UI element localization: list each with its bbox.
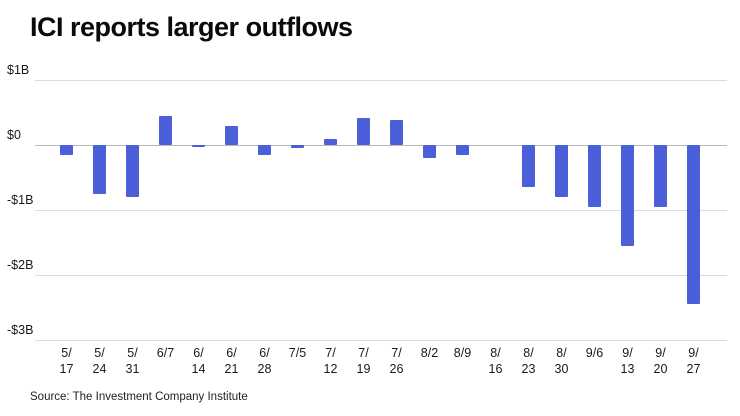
gridline — [35, 275, 727, 276]
x-axis: 5/ 17 5/ 24 5/ 31 6/7 6/ 14 6/ 21 6/ 28 7/5 7/ 1… — [0, 346, 740, 380]
bar-9/13 — [621, 145, 634, 246]
x-tick-label: 9/6 — [585, 346, 604, 360]
x-tick-label: 7/ 19 — [356, 346, 371, 376]
y-tick-label: -$2B — [7, 258, 34, 272]
x-tick-label: 8/ 16 — [488, 346, 503, 376]
x-tick-label: 6/7 — [156, 346, 175, 360]
bar-7/5 — [291, 145, 304, 148]
bar-8/2 — [423, 145, 436, 158]
bar-8/9 — [456, 145, 469, 155]
x-tick-label: 5/ 24 — [92, 346, 107, 376]
x-tick-label: 8/2 — [420, 346, 439, 360]
x-tick-label: 8/9 — [453, 346, 472, 360]
y-tick-label: $0 — [7, 128, 21, 142]
x-tick-label: 9/ 13 — [620, 346, 635, 376]
bar-5/17 — [60, 145, 73, 155]
bar-9/6 — [588, 145, 601, 207]
y-tick-label: -$3B — [7, 323, 34, 337]
y-tick-label: -$1B — [7, 193, 34, 207]
bar-7/26 — [390, 120, 403, 145]
gridline — [35, 340, 727, 341]
bar-7/19 — [357, 117, 370, 145]
bar-9/27 — [687, 145, 700, 305]
bar-9/20 — [654, 145, 667, 207]
plot-area: $1B $0 -$1B -$2B -$3B — [0, 63, 740, 341]
bar-5/24 — [93, 145, 106, 194]
x-tick-label: 8/ 30 — [554, 346, 569, 376]
x-tick-label: 9/ 20 — [653, 346, 668, 376]
zero-gridline — [35, 145, 727, 146]
gridline — [35, 80, 727, 81]
chart-title: ICI reports larger outflows — [30, 12, 353, 42]
bar-6/7 — [159, 115, 172, 145]
x-tick-label: 7/ 26 — [389, 346, 404, 376]
bar-6/28 — [258, 145, 271, 155]
x-tick-label: 6/ 21 — [224, 346, 239, 376]
bar-6/14 — [192, 145, 205, 147]
x-tick-label: 6/ 14 — [191, 346, 206, 376]
bar-7/12 — [324, 138, 337, 145]
x-tick-label: 8/ 23 — [521, 346, 536, 376]
x-tick-label: 9/ 27 — [686, 346, 701, 376]
source-attribution: Source: The Investment Company Institute — [30, 391, 248, 403]
y-tick-label: $1B — [7, 63, 30, 77]
gridline — [35, 210, 727, 211]
bar-8/23 — [522, 145, 535, 188]
bar-8/30 — [555, 145, 568, 197]
x-tick-label: 5/ 17 — [59, 346, 74, 376]
x-tick-label: 7/5 — [288, 346, 307, 360]
x-tick-label: 5/ 31 — [125, 346, 140, 376]
bar-5/31 — [126, 145, 139, 197]
bar-6/21 — [225, 125, 238, 145]
x-tick-label: 7/ 12 — [323, 346, 338, 376]
x-tick-label: 6/ 28 — [257, 346, 272, 376]
